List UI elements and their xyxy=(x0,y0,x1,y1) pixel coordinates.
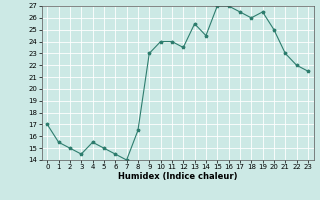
X-axis label: Humidex (Indice chaleur): Humidex (Indice chaleur) xyxy=(118,172,237,181)
